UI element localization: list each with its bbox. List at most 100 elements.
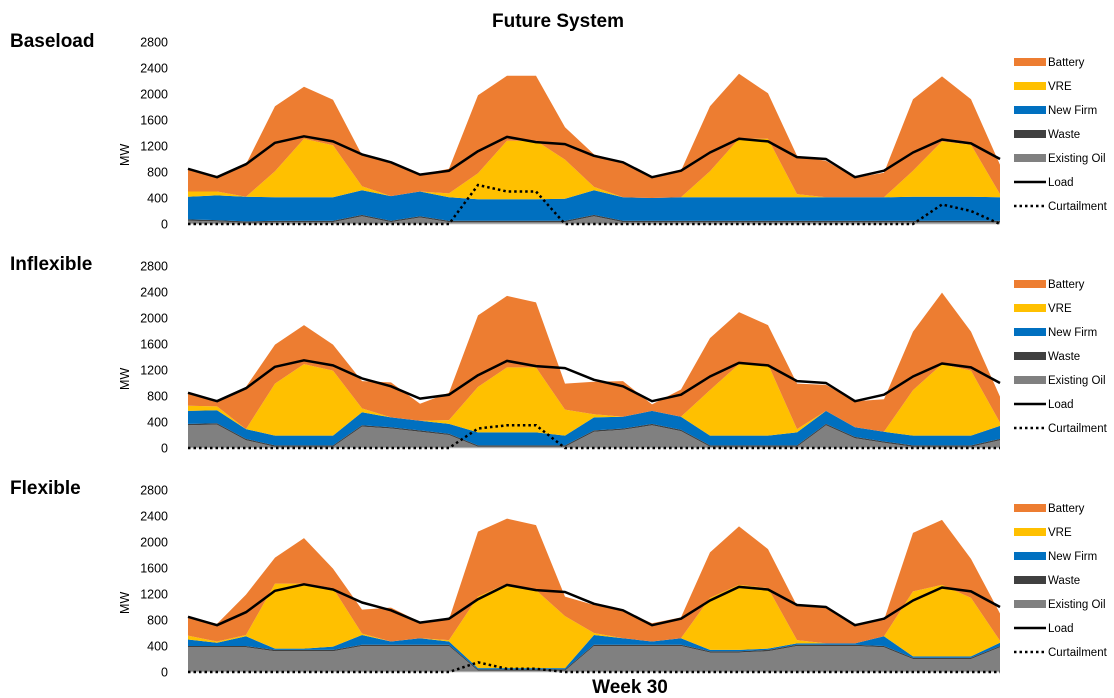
y-tick-label: 1200 bbox=[140, 140, 168, 154]
y-tick-label: 800 bbox=[147, 390, 168, 404]
y-axis-label: MW bbox=[118, 144, 132, 166]
y-tick-label: 1600 bbox=[140, 562, 168, 576]
legend-item-vre: VRE bbox=[1014, 527, 1072, 539]
legend-item-battery: Battery bbox=[1014, 279, 1085, 291]
legend-swatch-existing-oil bbox=[1014, 154, 1046, 162]
legend-label-new-firm: New Firm bbox=[1048, 551, 1097, 563]
area-waste bbox=[188, 423, 1000, 447]
area-battery bbox=[188, 518, 1000, 644]
legend-label-vre: VRE bbox=[1048, 81, 1072, 93]
legend-item-vre: VRE bbox=[1014, 81, 1072, 93]
y-tick-label: 2000 bbox=[140, 536, 168, 550]
y-tick-label: 0 bbox=[161, 666, 168, 680]
load-line bbox=[187, 135, 1001, 179]
area-new-firm bbox=[188, 410, 1000, 446]
curtailment-line bbox=[188, 661, 1000, 674]
legend-item-new-firm: New Firm bbox=[1014, 551, 1097, 563]
panel-inflexible: Inflexible MW 0 400 800 1200 1600 2000 2400 2800 B… bbox=[10, 254, 1108, 456]
legend-label-waste: Waste bbox=[1048, 351, 1080, 363]
legend-label-battery: Battery bbox=[1048, 279, 1085, 291]
legend-swatch-waste bbox=[1014, 352, 1046, 360]
legend-item-vre: VRE bbox=[1014, 303, 1072, 315]
x-axis-label: Week 30 bbox=[592, 677, 668, 698]
legend-label-load: Load bbox=[1048, 399, 1074, 411]
legend-label-curtailment: Curtailment bbox=[1048, 647, 1108, 659]
legend-item-existing-oil: Existing Oil bbox=[1014, 375, 1106, 387]
area-existing-oil bbox=[188, 646, 1000, 672]
legend-label-existing-oil: Existing Oil bbox=[1048, 153, 1106, 165]
y-tick-label: 0 bbox=[161, 442, 168, 456]
panel-title-baseload: Baseload bbox=[10, 31, 94, 52]
legend-item-waste: Waste bbox=[1014, 351, 1080, 363]
legend-label-existing-oil: Existing Oil bbox=[1048, 599, 1106, 611]
legend-swatch-new-firm bbox=[1014, 106, 1046, 114]
load-line bbox=[187, 583, 1001, 627]
y-tick-label: 400 bbox=[147, 416, 168, 430]
legend-label-new-firm: New Firm bbox=[1048, 105, 1097, 117]
y-tick-label: 0 bbox=[161, 218, 168, 232]
y-tick-label: 2000 bbox=[140, 312, 168, 326]
legend-swatch-battery bbox=[1014, 280, 1046, 288]
legend-item-load: Load bbox=[1014, 177, 1074, 189]
y-tick-label: 2400 bbox=[140, 62, 168, 76]
legend-item-battery: Battery bbox=[1014, 57, 1085, 69]
y-tick-label: 2400 bbox=[140, 510, 168, 524]
legend-item-load: Load bbox=[1014, 399, 1074, 411]
area-existing-oil bbox=[188, 216, 1000, 224]
y-tick-label: 2000 bbox=[140, 88, 168, 102]
area-vre bbox=[188, 583, 1000, 669]
legend-swatch-existing-oil bbox=[1014, 376, 1046, 384]
legend-swatch-new-firm bbox=[1014, 552, 1046, 560]
area-new-firm bbox=[188, 190, 1000, 222]
panel-title-inflexible: Inflexible bbox=[10, 254, 92, 275]
y-axis-label: MW bbox=[118, 368, 132, 390]
area-new-firm bbox=[188, 635, 1000, 670]
y-tick-label: 2400 bbox=[140, 286, 168, 300]
y-tick-label: 800 bbox=[147, 166, 168, 180]
area-waste bbox=[188, 214, 1000, 223]
y-tick-label: 2800 bbox=[140, 260, 168, 274]
load-line bbox=[187, 359, 1001, 403]
legend-item-new-firm: New Firm bbox=[1014, 105, 1097, 117]
legend-item-battery: Battery bbox=[1014, 503, 1085, 515]
area-battery bbox=[188, 292, 1000, 432]
legend: Battery VRE New Firm Waste Existing Oil Load C… bbox=[1014, 503, 1108, 659]
y-tick-label: 800 bbox=[147, 614, 168, 628]
legend-item-new-firm: New Firm bbox=[1014, 327, 1097, 339]
y-tick-label: 400 bbox=[147, 640, 168, 654]
panel-baseload: Baseload MW 0 400 800 1200 1600 2000 2400 2800 Bat… bbox=[10, 31, 1108, 232]
legend-label-waste: Waste bbox=[1048, 575, 1080, 587]
legend-swatch-vre bbox=[1014, 528, 1046, 536]
legend-swatch-battery bbox=[1014, 504, 1046, 512]
legend-swatch-vre bbox=[1014, 82, 1046, 90]
legend-item-curtailment: Curtailment bbox=[1014, 423, 1108, 435]
legend-label-new-firm: New Firm bbox=[1048, 327, 1097, 339]
legend-swatch-waste bbox=[1014, 130, 1046, 138]
y-tick-label: 2800 bbox=[140, 484, 168, 498]
y-tick-label: 400 bbox=[147, 192, 168, 206]
legend-item-load: Load bbox=[1014, 623, 1074, 635]
legend: Battery VRE New Firm Waste Existing Oil Load C… bbox=[1014, 57, 1108, 213]
legend-item-waste: Waste bbox=[1014, 129, 1080, 141]
y-axis-label: MW bbox=[118, 592, 132, 614]
legend-swatch-waste bbox=[1014, 576, 1046, 584]
legend-label-load: Load bbox=[1048, 623, 1074, 635]
legend-swatch-new-firm bbox=[1014, 328, 1046, 336]
legend-label-battery: Battery bbox=[1048, 57, 1085, 69]
legend-swatch-battery bbox=[1014, 58, 1046, 66]
legend: Battery VRE New Firm Waste Existing Oil Load C… bbox=[1014, 279, 1108, 435]
area-vre bbox=[188, 138, 1000, 200]
legend-item-waste: Waste bbox=[1014, 575, 1080, 587]
panel-title-flexible: Flexible bbox=[10, 478, 81, 499]
panel-flexible: Flexible MW 0 400 800 1200 1600 2000 2400 2800 Bat… bbox=[10, 478, 1108, 680]
legend-label-vre: VRE bbox=[1048, 303, 1072, 315]
area-existing-oil bbox=[188, 424, 1000, 448]
legend-item-curtailment: Curtailment bbox=[1014, 201, 1108, 213]
legend-label-battery: Battery bbox=[1048, 503, 1085, 515]
curtailment-line bbox=[188, 183, 1001, 226]
legend-label-load: Load bbox=[1048, 177, 1074, 189]
y-tick-label: 1200 bbox=[140, 364, 168, 378]
y-tick-label: 1600 bbox=[140, 114, 168, 128]
legend-swatch-vre bbox=[1014, 304, 1046, 312]
